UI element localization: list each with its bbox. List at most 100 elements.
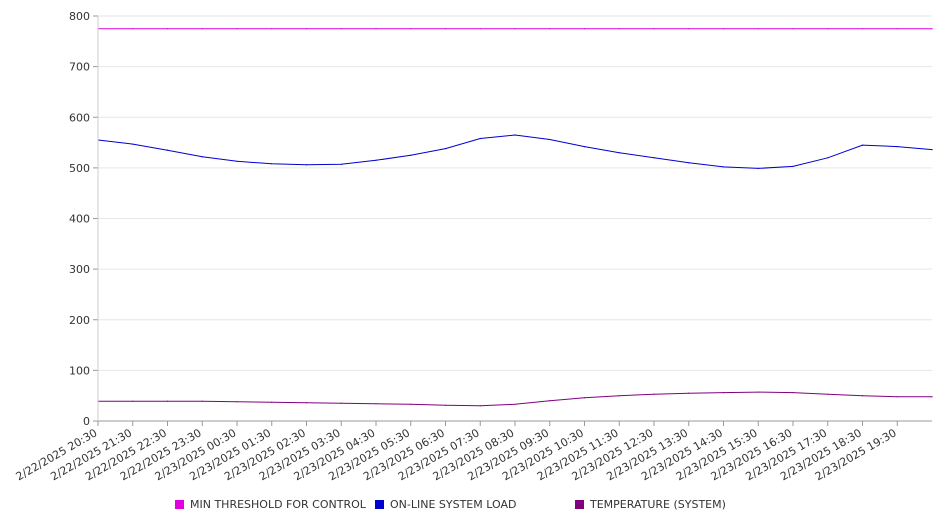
legend: MIN THRESHOLD FOR CONTROL ON-LINE SYSTEM… — [0, 498, 946, 514]
data-point — [583, 397, 586, 399]
data-point — [340, 163, 342, 165]
data-point — [514, 403, 516, 405]
data-point — [583, 28, 586, 30]
data-point — [688, 392, 690, 394]
y-tick-label: 300 — [69, 263, 90, 276]
data-point — [861, 28, 864, 30]
legend-item-temperature: TEMPERATURE (SYSTEM) — [575, 498, 726, 511]
data-point — [861, 395, 864, 397]
data-point — [618, 28, 620, 30]
data-point — [861, 144, 864, 146]
data-point — [410, 154, 412, 156]
series-0 — [97, 28, 933, 30]
data-point — [792, 28, 794, 30]
y-tick-label: 600 — [69, 111, 90, 124]
data-point — [931, 396, 933, 398]
grid-lines — [98, 15, 932, 371]
data-point — [896, 146, 898, 148]
data-point — [757, 28, 759, 30]
data-point — [236, 160, 238, 162]
data-point — [410, 28, 412, 30]
data-point — [792, 392, 794, 394]
data-point — [305, 402, 308, 404]
data-point — [514, 134, 516, 136]
y-tick-label: 500 — [69, 162, 90, 175]
data-point — [271, 401, 273, 403]
legend-item-min-threshold: MIN THRESHOLD FOR CONTROL — [175, 498, 366, 511]
data-point — [444, 404, 447, 406]
data-point — [479, 28, 481, 30]
x-axis: 2/22/2025 20:302/22/2025 21:302/22/2025 … — [14, 421, 899, 483]
legend-swatch-temperature — [575, 500, 584, 509]
y-tick-label: 400 — [69, 213, 90, 226]
legend-label-online-load: ON-LINE SYSTEM LOAD — [390, 498, 517, 511]
y-tick-label: 0 — [83, 415, 90, 428]
data-point — [896, 28, 898, 30]
data-point — [479, 405, 481, 407]
data-point — [166, 149, 169, 151]
data-point — [827, 393, 829, 395]
data-point — [757, 391, 759, 393]
data-point — [132, 400, 134, 402]
data-point — [271, 28, 273, 30]
y-tick-label: 200 — [69, 314, 90, 327]
series-line-1 — [97, 134, 933, 169]
data-point — [896, 396, 898, 398]
series-group — [97, 28, 933, 407]
data-point — [410, 403, 412, 405]
data-point — [444, 28, 447, 30]
data-point — [201, 156, 203, 158]
data-point — [132, 28, 134, 30]
data-point — [444, 148, 447, 150]
legend-swatch-online-load — [375, 500, 384, 509]
y-tick-label: 100 — [69, 364, 90, 377]
data-point — [653, 157, 655, 159]
data-point — [722, 166, 725, 168]
data-point — [166, 28, 169, 30]
data-point — [549, 138, 551, 141]
data-point — [271, 163, 273, 165]
data-point — [375, 403, 377, 405]
data-point — [340, 28, 342, 30]
data-point — [132, 143, 134, 145]
y-tick-label: 700 — [69, 61, 90, 74]
data-point — [688, 162, 690, 164]
data-point — [827, 157, 829, 159]
data-point — [166, 400, 169, 402]
data-point — [514, 28, 516, 30]
data-point — [340, 402, 342, 404]
data-point — [931, 149, 933, 151]
data-point — [236, 401, 238, 403]
data-point — [722, 392, 725, 394]
data-point — [375, 28, 377, 30]
data-point — [653, 28, 655, 30]
data-point — [583, 146, 586, 148]
y-tick-label: 800 — [69, 10, 90, 23]
data-point — [722, 28, 725, 30]
legend-item-online-load: ON-LINE SYSTEM LOAD — [375, 498, 516, 511]
data-point — [618, 152, 620, 154]
series-2 — [97, 391, 933, 407]
data-point — [792, 165, 794, 167]
legend-label-min-threshold: MIN THRESHOLD FOR CONTROL — [190, 498, 366, 511]
data-point — [305, 28, 308, 30]
data-point — [549, 28, 551, 30]
data-point — [827, 28, 829, 30]
y-axis: 0 100 200 300 400 500 600 700 800 — [69, 10, 98, 428]
legend-label-temperature: TEMPERATURE (SYSTEM) — [590, 498, 726, 511]
data-point — [931, 28, 933, 30]
data-point — [653, 393, 655, 395]
data-point — [305, 164, 308, 166]
legend-swatch-min-threshold — [175, 500, 184, 509]
data-point — [757, 167, 759, 169]
data-point — [236, 28, 238, 30]
data-point — [375, 159, 377, 161]
data-point — [618, 395, 620, 397]
data-point — [201, 400, 203, 402]
data-point — [201, 28, 203, 30]
data-point — [479, 137, 481, 140]
series-1 — [97, 134, 933, 169]
data-point — [688, 28, 690, 30]
data-point — [549, 400, 551, 402]
